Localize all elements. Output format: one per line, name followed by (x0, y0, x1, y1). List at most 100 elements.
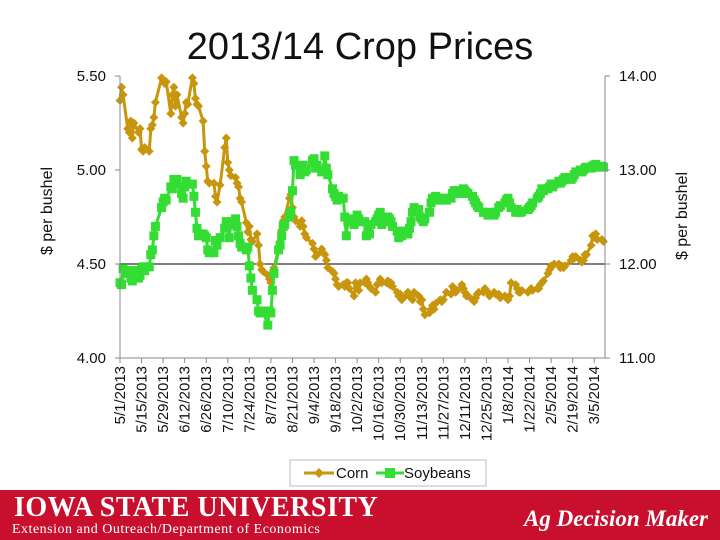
soybeans-point (157, 203, 167, 213)
left-tick-label: 5.00 (77, 162, 106, 179)
soybeans-point (571, 167, 581, 177)
left-axis-label: $ per bushel (39, 167, 56, 255)
soybeans-point (388, 221, 398, 231)
corn-point (549, 259, 559, 269)
axes (119, 76, 606, 359)
soybeans-point (277, 231, 287, 241)
corn-point (169, 82, 179, 92)
soybeans-point (210, 236, 220, 245)
x-tick-label: 8/7/2013 (263, 366, 280, 424)
x-tick-label: 5/29/2013 (155, 366, 172, 433)
footer-banner: IOWA STATE UNIVERSITY Extension and Outr… (0, 490, 720, 540)
corn-point (118, 90, 128, 100)
x-tick-label: 11/27/2013 (435, 366, 452, 440)
right-axis-ticks: 11.00 12.00 13.00 14.00 (605, 68, 657, 367)
soybeans-point (491, 207, 501, 217)
soybeans-point (204, 248, 214, 258)
soybeans-point (474, 203, 484, 213)
soybeans-point (505, 198, 515, 208)
x-tick-label: 9/4/2013 (306, 366, 323, 424)
soybeans-point (360, 217, 370, 227)
left-tick-label: 4.50 (77, 256, 106, 273)
corn-point (598, 236, 608, 246)
corn-point (198, 116, 208, 126)
soybeans-point (403, 229, 413, 239)
corn-point (172, 90, 182, 100)
x-tick-label: 10/16/2013 (371, 366, 388, 441)
corn-point (237, 197, 247, 207)
corn-point (166, 109, 176, 119)
soybeans-point (275, 240, 285, 250)
soybeans-point (247, 285, 257, 295)
soybeans-point (344, 214, 354, 224)
corn-point (215, 180, 225, 190)
x-tick-label: 6/26/2013 (198, 366, 215, 433)
left-tick-label: 4.00 (77, 350, 106, 367)
soybeans-point (375, 207, 385, 217)
x-tick-label: 8/21/2013 (284, 366, 301, 433)
soybeans-point (560, 173, 570, 183)
soybeans-point (135, 270, 145, 280)
x-tick-label: 10/2/2013 (349, 366, 366, 433)
soybeans-point (463, 189, 473, 198)
soybeans-point (209, 248, 219, 258)
x-tick-label: 5/1/2013 (112, 366, 129, 424)
soybeans-point (263, 320, 273, 330)
soybeans-point (194, 231, 204, 241)
soybeans-point (220, 223, 230, 233)
corn-point (354, 285, 364, 295)
soybeans-point (144, 262, 154, 272)
soybeans-point (289, 156, 299, 166)
price-chart: 4.00 4.50 5.00 5.50 11.00 12.00 13.00 14.00 5/… (39, 68, 691, 487)
soybeans-point (340, 212, 350, 222)
corn-point (301, 233, 311, 243)
soybeans-point (441, 195, 451, 205)
soybeans-point (334, 191, 344, 201)
right-tick-label: 13.00 (619, 162, 657, 179)
corn-point (221, 133, 231, 143)
soybeans-point (192, 223, 202, 233)
soybeans-point (140, 266, 150, 276)
soybeans-point (503, 193, 513, 203)
soybeans-point (150, 221, 160, 231)
soybeans-point (592, 162, 602, 172)
soybeans-point (167, 184, 177, 194)
corn-point (161, 77, 171, 87)
soybeans-point (549, 179, 559, 189)
soybeans-point (321, 163, 331, 173)
legend-soybeans-label: Soybeans (404, 465, 471, 482)
soybeans-point (338, 193, 348, 203)
soybeans-point (177, 189, 187, 198)
soybeans-point (323, 170, 333, 180)
soybeans-point (309, 154, 319, 164)
corn-point (408, 295, 418, 305)
soybeans-point (215, 233, 225, 243)
corn-point (388, 282, 398, 292)
legend-corn-marker (314, 468, 324, 478)
corn-point (189, 79, 199, 89)
soybeans-point (118, 264, 128, 274)
soybeans-point (190, 207, 200, 217)
left-tick-label: 5.50 (77, 68, 106, 85)
soybeans-point (267, 285, 277, 295)
corn-point (321, 255, 331, 265)
soybeans-point (495, 201, 505, 211)
soybeans-point (226, 220, 236, 230)
soybeans-point (117, 280, 127, 290)
soybeans-point (246, 273, 256, 283)
soybeans-point (446, 193, 456, 203)
soybeans-point (129, 266, 139, 276)
university-wordmark: IOWA STATE UNIVERSITY (14, 492, 379, 523)
x-tick-label: 3/5/2014 (586, 366, 603, 424)
right-tick-label: 14.00 (619, 68, 657, 85)
corn-point (223, 157, 233, 167)
corn-point (170, 101, 180, 111)
soybeans-point (364, 229, 374, 239)
corn-point (252, 229, 262, 239)
soybeans-point (485, 207, 495, 217)
soybeans-point (386, 217, 396, 227)
soybeans-point (452, 186, 462, 196)
soybeans-point (244, 261, 254, 271)
corn-point (371, 287, 381, 297)
soybeans-point (284, 212, 294, 222)
